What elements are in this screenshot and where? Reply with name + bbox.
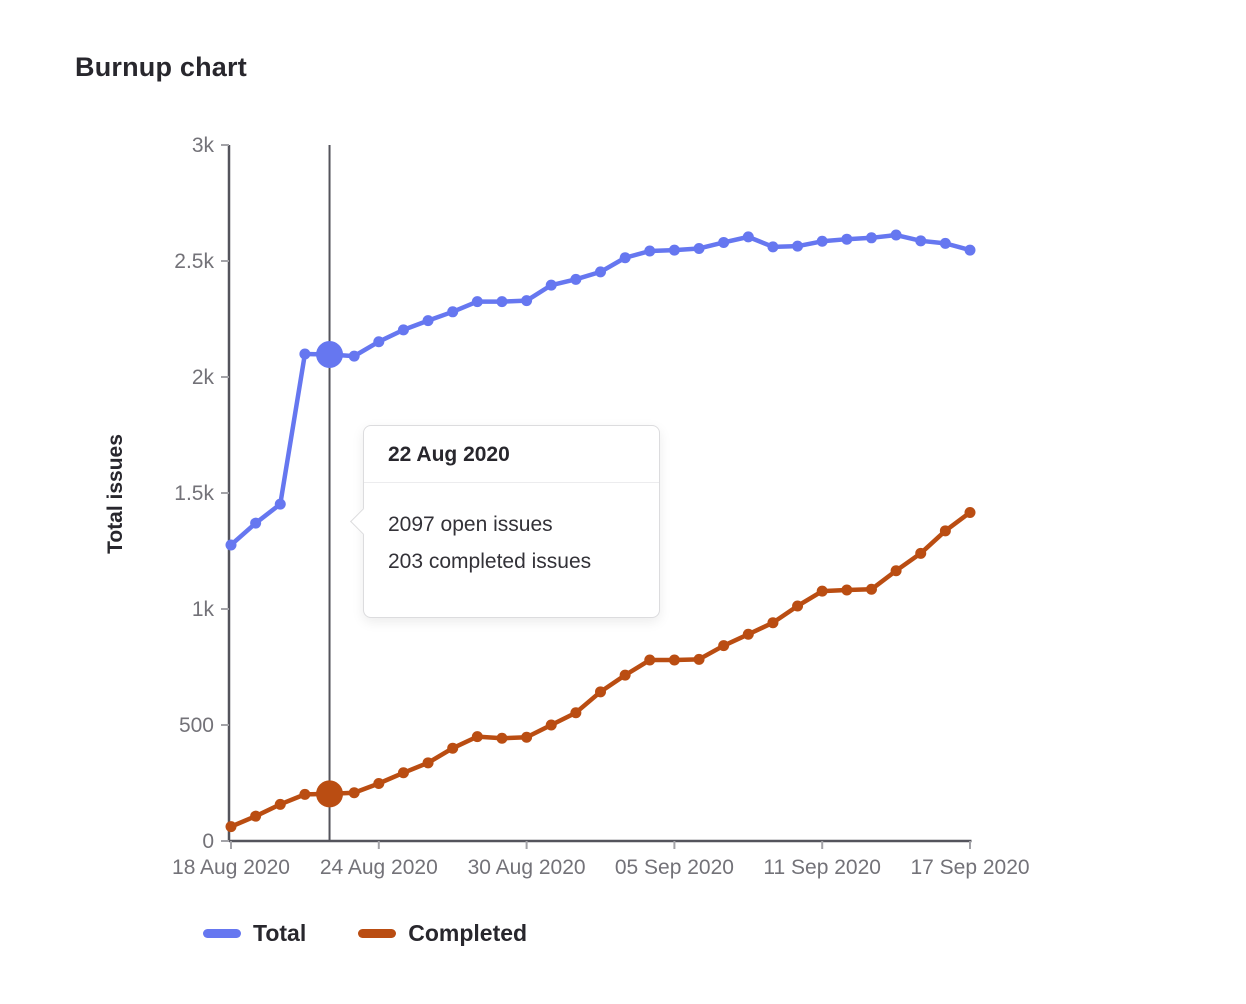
total-data-point[interactable] [693,242,705,254]
completed-data-point[interactable] [718,640,730,652]
y-tick-label: 500 [179,714,214,737]
total-data-point[interactable] [471,296,483,308]
x-tick-label: 17 Sep 2020 [910,856,1029,879]
total-data-point[interactable] [225,539,237,551]
total-data-point-highlighted[interactable] [316,340,344,368]
completed-data-point[interactable] [915,547,927,559]
total-data-point[interactable] [595,266,606,278]
legend-label-total: Total [253,920,307,946]
completed-data-point[interactable] [693,653,705,665]
completed-data-point[interactable] [767,617,779,629]
tooltip-open-issues: 2097 open issues [388,513,553,536]
completed-data-point[interactable] [348,787,360,799]
completed-data-point[interactable] [373,777,385,789]
total-data-point[interactable] [865,232,877,244]
total-data-point[interactable] [742,231,754,243]
total-data-point[interactable] [397,324,409,336]
page-title: Burnup chart [75,52,247,82]
completed-data-point-highlighted[interactable] [316,780,344,808]
y-tick-label: 0 [202,830,214,853]
completed-data-point[interactable] [545,719,557,731]
completed-data-point[interactable] [397,767,409,779]
total-data-point[interactable] [422,315,434,327]
completed-data-point[interactable] [447,742,459,754]
completed-data-point[interactable] [792,600,804,612]
completed-data-point[interactable] [644,654,656,666]
completed-data-point[interactable] [619,669,631,681]
total-data-point[interactable] [939,237,951,249]
completed-data-point[interactable] [816,585,828,597]
completed-data-point[interactable] [422,757,434,769]
total-data-point[interactable] [619,252,631,264]
x-tick-label: 11 Sep 2020 [763,856,881,879]
total-data-point[interactable] [373,336,385,348]
total-data-point[interactable] [570,273,582,285]
tooltip-body: 2097 open issues 203 completed issues [364,483,659,603]
y-tick-label: 1.5k [174,482,214,505]
completed-data-point[interactable] [890,565,902,577]
y-tick-label: 2.5k [174,250,214,273]
total-data-point[interactable] [816,235,828,247]
tooltip-completed-issues: 203 completed issues [388,550,592,573]
completed-data-point[interactable] [841,584,853,596]
y-axis-title: Total issues [104,434,127,554]
total-series-swatch [203,929,241,938]
completed-data-point[interactable] [939,525,951,537]
total-data-point[interactable] [348,350,360,362]
tooltip-date: 22 Aug 2020 [364,426,659,483]
completed-data-point[interactable] [668,654,680,666]
completed-data-point[interactable] [964,506,976,518]
completed-data-point[interactable] [299,788,311,800]
total-data-point[interactable] [718,236,730,248]
total-data-point[interactable] [299,348,311,360]
total-data-point[interactable] [521,295,533,307]
completed-series-swatch [358,929,397,938]
legend-item-total[interactable]: Total [203,920,306,947]
chart-legend: Total Completed [203,920,579,947]
total-data-point[interactable] [915,235,927,247]
total-data-point[interactable] [668,244,680,256]
y-tick-label: 3k [192,134,215,157]
completed-data-point[interactable] [496,732,508,744]
total-data-point[interactable] [890,229,902,241]
completed-data-point[interactable] [570,707,582,719]
completed-data-point[interactable] [595,686,606,698]
y-tick-label: 1k [192,598,215,621]
x-tick-label: 18 Aug 2020 [172,856,290,879]
total-data-point[interactable] [644,245,656,257]
x-tick-label: 05 Sep 2020 [615,856,734,879]
completed-data-point[interactable] [471,731,483,743]
x-tick-label: 30 Aug 2020 [468,856,586,879]
total-data-point[interactable] [447,306,459,318]
y-tick-label: 2k [192,366,215,389]
total-data-point[interactable] [841,233,853,245]
total-data-point[interactable] [964,244,976,256]
completed-data-point[interactable] [274,798,286,810]
total-data-point[interactable] [496,296,508,308]
completed-data-point[interactable] [521,731,533,743]
total-data-point[interactable] [250,517,262,529]
total-data-point[interactable] [545,279,557,291]
chart-tooltip: 22 Aug 2020 2097 open issues 203 complet… [350,425,660,618]
total-data-point[interactable] [792,240,804,252]
x-tick-label: 24 Aug 2020 [320,856,438,879]
total-data-point[interactable] [274,498,286,510]
legend-label-completed: Completed [408,920,528,946]
completed-data-point[interactable] [225,821,237,833]
legend-item-completed[interactable]: Completed [358,920,527,947]
completed-data-point[interactable] [742,628,754,640]
completed-data-point[interactable] [250,810,262,822]
completed-data-point[interactable] [865,583,877,595]
total-data-point[interactable] [767,241,779,253]
